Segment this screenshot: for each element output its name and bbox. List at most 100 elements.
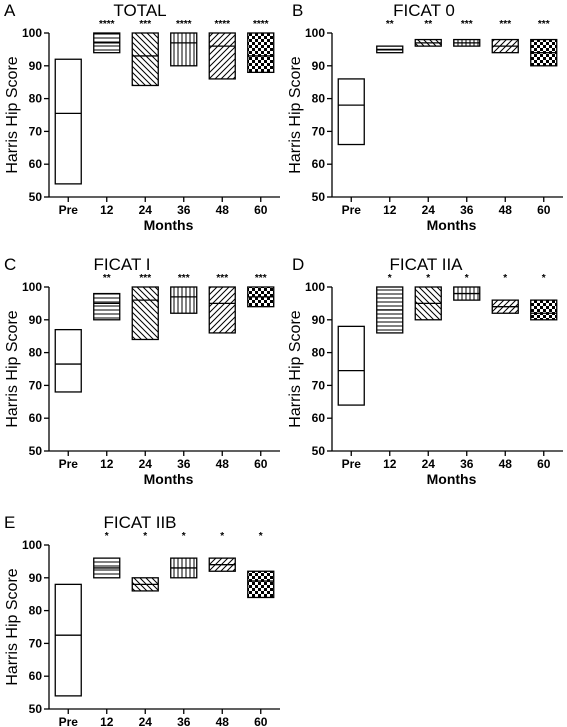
y-tick-label: 70 xyxy=(312,124,326,138)
x-axis-label: Months xyxy=(144,471,194,487)
box-36 xyxy=(170,286,198,314)
significance-marker: * xyxy=(220,531,224,542)
x-tick-label: 60 xyxy=(537,457,551,471)
box-Pre xyxy=(54,583,82,697)
significance-marker: * xyxy=(426,273,430,284)
box-48 xyxy=(208,286,236,334)
chart-panel-d: D FICAT IIA Harris Hip Score Months 50 60 70 80… xyxy=(287,255,563,487)
x-tick-label: 48 xyxy=(216,203,230,217)
box-12 xyxy=(93,292,121,321)
significance-marker: * xyxy=(259,531,263,542)
chart-panel-a: A TOTAL Harris Hip Score Months 50 60 70 80 90 10… xyxy=(4,1,280,233)
x-tick-label: 24 xyxy=(139,715,153,727)
panel-letter: D xyxy=(292,255,304,274)
x-tick-label: 24 xyxy=(139,457,153,471)
y-axis-label: Harris Hip Score xyxy=(287,310,304,427)
panel-letter: E xyxy=(4,513,15,532)
significance-marker: * xyxy=(143,531,147,542)
x-axis-label: Months xyxy=(427,471,477,487)
y-axis-label: Harris Hip Score xyxy=(287,56,304,173)
y-tick-label: 60 xyxy=(29,157,43,171)
chart-title: FICAT I xyxy=(94,255,151,274)
significance-marker: *** xyxy=(139,19,151,30)
x-tick-label: 48 xyxy=(216,457,230,471)
significance-marker: * xyxy=(182,531,186,542)
significance-marker: **** xyxy=(214,19,230,30)
chart-panel-c: C FICAT I Harris Hip Score Months 50 60 70 80 90… xyxy=(4,255,280,487)
y-tick-label: 80 xyxy=(312,92,326,106)
x-tick-label: 12 xyxy=(100,715,114,727)
significance-marker: ** xyxy=(424,19,432,30)
significance-marker: **** xyxy=(99,19,115,30)
y-tick-label: 80 xyxy=(29,92,43,106)
x-tick-label: Pre xyxy=(59,715,79,727)
significance-marker: * xyxy=(388,273,392,284)
significance-marker: *** xyxy=(461,19,473,30)
significance-marker: ** xyxy=(386,19,394,30)
x-tick-label: 24 xyxy=(422,457,436,471)
y-tick-label: 90 xyxy=(29,571,43,585)
y-tick-label: 100 xyxy=(22,538,42,552)
significance-marker: *** xyxy=(139,273,151,284)
significance-marker: *** xyxy=(216,273,228,284)
x-tick-label: 36 xyxy=(177,457,191,471)
significance-marker: * xyxy=(542,273,546,284)
significance-marker: * xyxy=(503,273,507,284)
y-axis-label: Harris Hip Score xyxy=(4,310,21,427)
y-axis-label: Harris Hip Score xyxy=(4,56,21,173)
box-60 xyxy=(530,299,558,321)
y-tick-label: 50 xyxy=(29,190,43,204)
chart-title: FICAT IIB xyxy=(103,513,176,532)
chart-title: FICAT 0 xyxy=(393,1,455,20)
significance-marker: * xyxy=(105,531,109,542)
panel-letter: C xyxy=(4,255,16,274)
box-24 xyxy=(131,286,159,341)
x-tick-label: 48 xyxy=(216,715,230,727)
x-tick-label: 12 xyxy=(383,203,397,217)
y-tick-label: 50 xyxy=(312,444,326,458)
x-tick-label: 24 xyxy=(139,203,153,217)
box-Pre xyxy=(54,328,82,393)
y-tick-label: 80 xyxy=(312,346,326,360)
x-tick-label: Pre xyxy=(59,203,79,217)
box-48 xyxy=(208,32,236,80)
x-tick-label: 48 xyxy=(499,203,513,217)
x-tick-label: 36 xyxy=(460,457,474,471)
y-tick-label: 100 xyxy=(22,280,42,294)
box-36 xyxy=(170,32,198,67)
x-tick-label: 48 xyxy=(499,457,513,471)
y-tick-label: 80 xyxy=(29,346,43,360)
y-tick-label: 70 xyxy=(29,124,43,138)
y-tick-label: 50 xyxy=(29,444,43,458)
x-tick-label: 12 xyxy=(100,203,114,217)
x-tick-label: Pre xyxy=(59,457,79,471)
x-tick-label: Pre xyxy=(342,203,362,217)
chart-panel-b: B FICAT 0 Harris Hip Score Months 50 60 70 80 90… xyxy=(287,1,563,233)
chart-title: TOTAL xyxy=(113,1,166,20)
significance-marker: ** xyxy=(103,273,111,284)
y-tick-label: 60 xyxy=(29,411,43,425)
box-Pre xyxy=(337,325,365,406)
x-tick-label: 36 xyxy=(177,715,191,727)
x-tick-label: 24 xyxy=(422,203,436,217)
y-tick-label: 50 xyxy=(312,190,326,204)
significance-marker: *** xyxy=(255,273,267,284)
significance-marker: **** xyxy=(253,19,269,30)
x-tick-label: 60 xyxy=(254,715,268,727)
x-tick-label: 60 xyxy=(537,203,551,217)
x-tick-label: 60 xyxy=(254,203,268,217)
y-tick-label: 90 xyxy=(29,59,43,73)
x-tick-label: 60 xyxy=(254,457,268,471)
x-axis-label: Months xyxy=(144,217,194,233)
y-tick-label: 80 xyxy=(29,604,43,618)
y-tick-label: 60 xyxy=(29,669,43,683)
y-tick-label: 100 xyxy=(305,26,325,40)
box-24 xyxy=(131,32,159,87)
significance-marker: * xyxy=(465,273,469,284)
significance-marker: *** xyxy=(499,19,511,30)
y-tick-label: 70 xyxy=(29,378,43,392)
significance-marker: **** xyxy=(176,19,192,30)
x-tick-label: 36 xyxy=(460,203,474,217)
